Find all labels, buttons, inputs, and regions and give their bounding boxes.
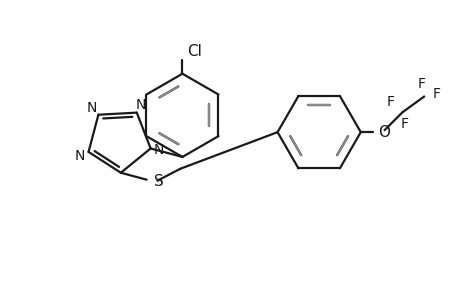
- Text: N: N: [154, 143, 164, 157]
- Text: F: F: [386, 95, 394, 110]
- Text: Cl: Cl: [187, 44, 202, 59]
- Text: O: O: [378, 125, 390, 140]
- Text: F: F: [416, 76, 424, 91]
- Text: N: N: [135, 98, 146, 112]
- Text: F: F: [399, 117, 408, 131]
- Text: F: F: [432, 86, 440, 100]
- Text: N: N: [86, 101, 97, 115]
- Text: N: N: [75, 149, 85, 163]
- Text: S: S: [153, 174, 163, 189]
